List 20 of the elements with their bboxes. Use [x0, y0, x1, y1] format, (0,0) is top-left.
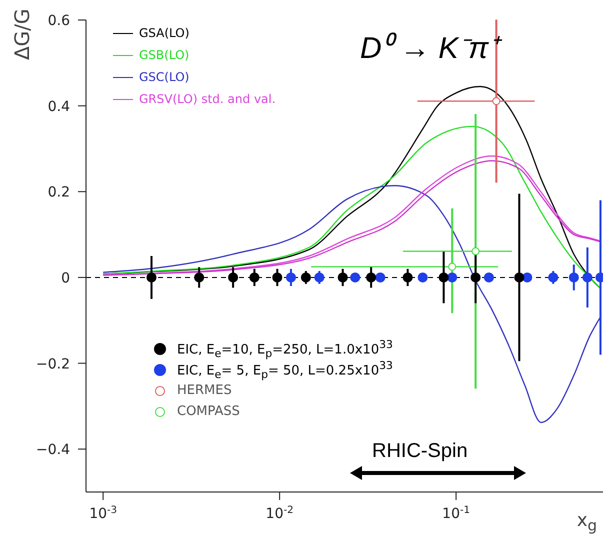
y-tick-label: −0.2 [36, 356, 70, 372]
y-tick-label: 0.4 [48, 98, 70, 115]
x-tick-label: 10$^{-1}$ [442, 504, 470, 522]
x-tick-label: 10$^{-3}$ [89, 504, 118, 522]
y-tick-label: 0 [61, 270, 70, 286]
legend-label: GSB(LO) [139, 48, 190, 62]
legend-label: GSC(LO) [139, 70, 190, 84]
legend-label: GSA(LO) [139, 26, 190, 40]
legend-label: HERMES [177, 383, 232, 398]
y-tick-label: 0.2 [48, 184, 70, 201]
legend-label: EIC, E$_{e}$=10, E$_{p}$=250, L=1.0x10$^{33}$ [177, 338, 393, 360]
y-tick-label: 0.6 [48, 13, 70, 29]
legend-label: GRSV(LO) std. and val. [139, 92, 276, 106]
legend-label: EIC, E$_{e}$= 5, E$_{p}$= 50, L=0.25x10$^{33}$ [177, 358, 393, 380]
y-tick-label: −0.4 [36, 442, 70, 458]
x-axis-title: x$_{g}$ [576, 510, 597, 535]
y-axis-title: ΔG/G [10, 8, 34, 60]
annotation: RHIC-Spin [372, 440, 468, 463]
x-tick-label: 10$^{-2}$ [266, 504, 294, 522]
legend-label: COMPASS [177, 404, 240, 419]
